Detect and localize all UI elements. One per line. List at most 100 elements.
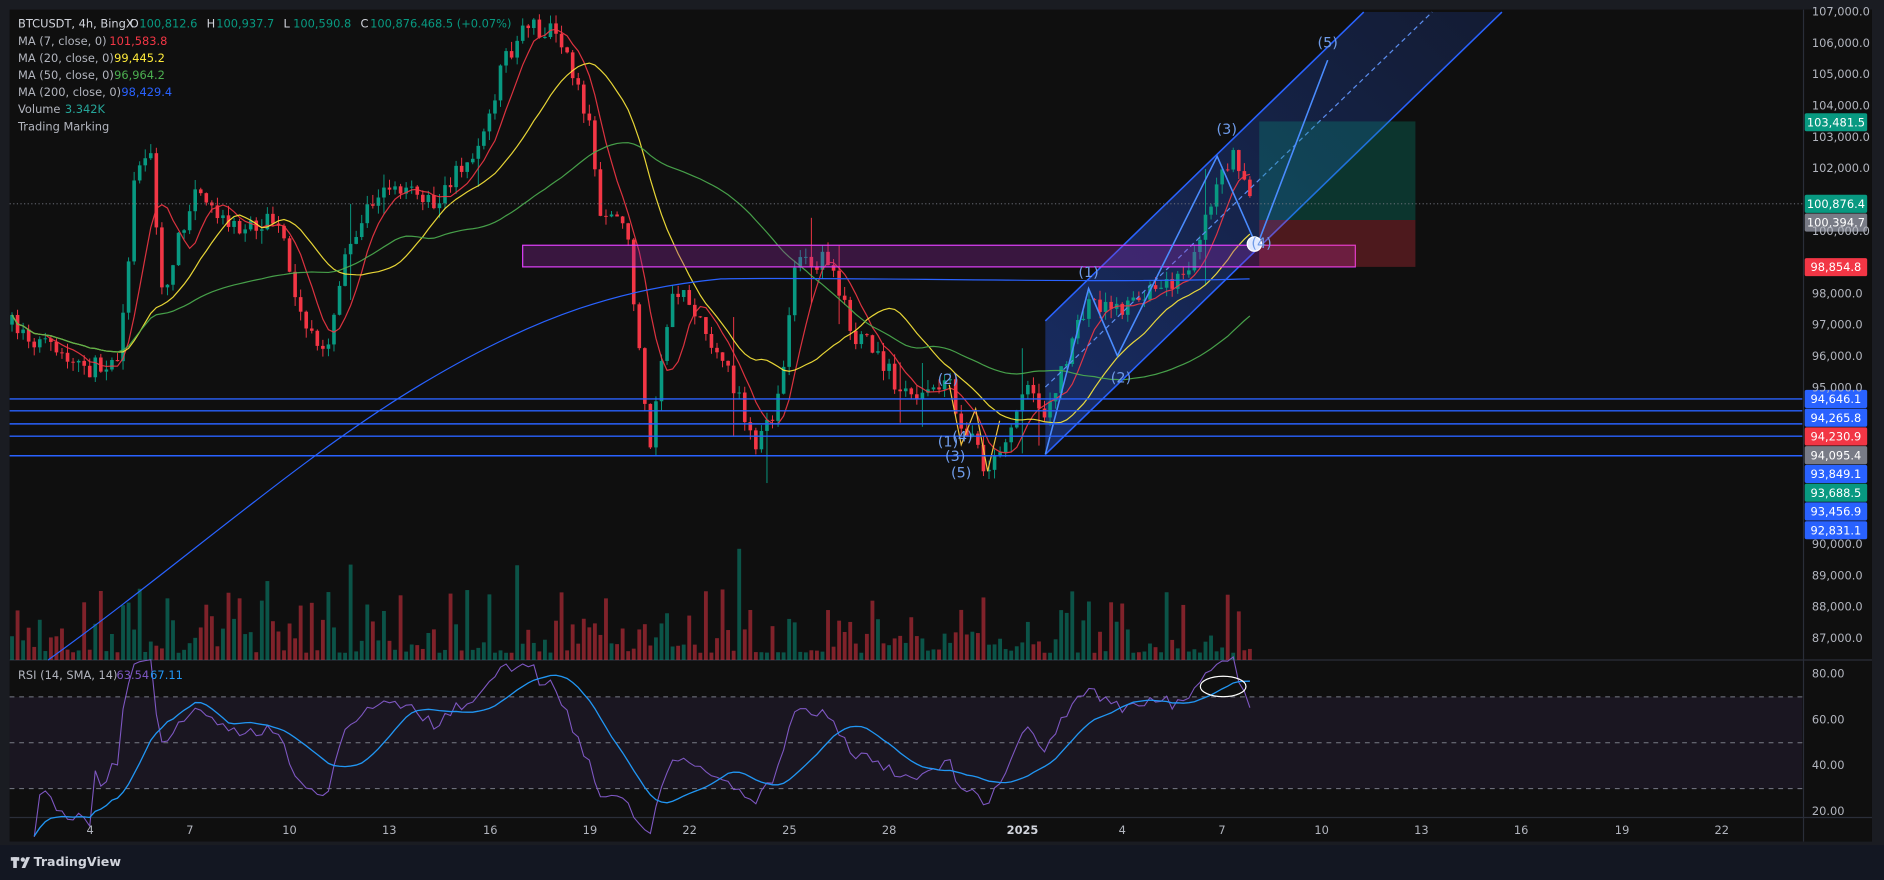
indicator-value: 3.342K (65, 102, 106, 116)
candle-body (271, 213, 275, 224)
volume-bar (559, 592, 564, 660)
price-tag-label: 93,456.9 (1811, 505, 1862, 519)
volume-bar (637, 629, 642, 660)
volume-bar (437, 652, 442, 660)
candle-body (815, 267, 819, 270)
candle-body (698, 316, 703, 318)
volume-bar (1225, 594, 1230, 660)
channel-line (1044, 11, 1365, 322)
candle-body (631, 239, 636, 305)
candle-body (1131, 297, 1136, 301)
volume-bar (1120, 603, 1125, 660)
candle-body (332, 314, 336, 345)
price-tag (1804, 464, 1868, 483)
candle-body (204, 193, 209, 203)
wave-label: (1) (1078, 265, 1098, 281)
volume-bar (498, 650, 503, 660)
candle-body (1037, 393, 1041, 409)
indicator-value: 96,964.2 (114, 68, 165, 82)
candle-body (1042, 408, 1047, 418)
channel-line (1044, 11, 1503, 455)
volume-bar (387, 640, 392, 660)
legend-symbol: BTCUSDT, 4h, BingX (18, 17, 134, 31)
candle-body (443, 185, 447, 204)
volume-bar (937, 649, 941, 660)
candle-body (565, 47, 569, 53)
volume-bar (426, 632, 431, 660)
volume-bar (565, 650, 570, 660)
rsi-highlight (1199, 675, 1247, 698)
volume-bar (975, 633, 980, 660)
candle-body (287, 238, 292, 272)
indicator-value: 99,445.2 (114, 51, 165, 65)
price-tick-label: 90,000.0 (1812, 537, 1863, 551)
candle-body (110, 360, 114, 370)
price-tag-label: 94,230.9 (1811, 430, 1862, 444)
volume-bar (1220, 647, 1225, 660)
price-tag-label: 93,688.5 (1811, 486, 1862, 500)
volume-bar (265, 581, 270, 660)
volume-bar (60, 628, 64, 660)
legend-change: 68.5 (+0.07%) (428, 17, 512, 31)
time-tick-label: 4 (86, 823, 93, 837)
volume-bar (814, 650, 819, 660)
volume-bar (71, 652, 75, 660)
volume-bar (742, 629, 747, 660)
volume-bar (370, 621, 375, 660)
candle-body (87, 365, 92, 378)
candle-body (981, 444, 986, 472)
candle-body (76, 360, 81, 363)
candle-body (853, 330, 858, 345)
volume-bar (237, 598, 242, 660)
candle-body (1220, 169, 1224, 185)
volume-bar (1198, 652, 1202, 660)
candle-body (1125, 300, 1130, 315)
volume-bar (842, 631, 847, 660)
volume-bar (431, 629, 436, 660)
volume-bar (554, 620, 558, 660)
volume-bar (221, 628, 225, 660)
volume-bar (76, 650, 81, 660)
volume-bar (970, 631, 975, 660)
volume-bar (1164, 592, 1169, 660)
legend-ohlc-value: 100,812.6 (139, 17, 197, 31)
volume-bar (287, 623, 292, 660)
candle-body (537, 19, 542, 38)
volume-bar (676, 645, 681, 660)
volume-bar (848, 621, 853, 660)
candle-body (337, 285, 342, 315)
candle-body (737, 392, 742, 394)
volume-bar (542, 639, 547, 660)
candle-body (104, 369, 109, 372)
candle-body (659, 360, 664, 402)
candle-body (198, 189, 203, 194)
candle-body (1175, 273, 1180, 289)
price-tick-label: 102,000.0 (1812, 161, 1870, 175)
volume-bar (326, 592, 331, 660)
candle-body (382, 187, 386, 198)
wave-label: (5) (1317, 35, 1337, 51)
candle-body (754, 430, 758, 450)
volume-bar (159, 648, 164, 660)
candle-body (348, 243, 353, 255)
candle-body (60, 352, 64, 354)
volume-bar (409, 644, 414, 660)
volume-bar (592, 623, 597, 660)
price-tag-label: 92,831.1 (1811, 523, 1862, 537)
volume-bar (332, 627, 336, 660)
rsi-tick-label: 80.00 (1812, 666, 1845, 680)
volume-bar (198, 627, 203, 660)
candle-body (470, 158, 475, 163)
rsi-title: RSI (14, SMA, 14) (18, 668, 117, 682)
volume-bar (110, 634, 114, 660)
candle-body (126, 261, 131, 313)
volume-bar (248, 632, 253, 660)
volume-bar (570, 624, 575, 660)
indicator-value: 98,429.4 (121, 85, 172, 99)
candle-body (515, 40, 519, 58)
volume-bar (581, 618, 586, 660)
volume-bar (726, 630, 731, 660)
volume-bar (853, 643, 858, 660)
volume-bar (443, 649, 447, 660)
candle-body (1164, 279, 1169, 288)
